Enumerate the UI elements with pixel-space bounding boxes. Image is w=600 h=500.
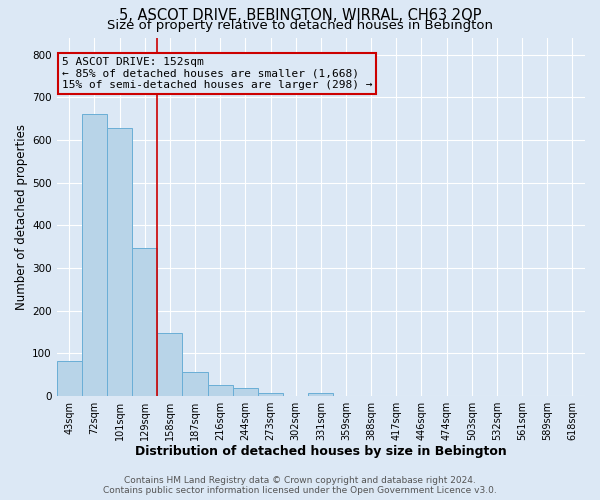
Bar [107, 128, 132, 396]
Text: Contains HM Land Registry data © Crown copyright and database right 2024.
Contai: Contains HM Land Registry data © Crown c… [103, 476, 497, 495]
Bar [308, 393, 334, 396]
Y-axis label: Number of detached properties: Number of detached properties [15, 124, 28, 310]
Text: 5, ASCOT DRIVE, BEBINGTON, WIRRAL, CH63 2QP: 5, ASCOT DRIVE, BEBINGTON, WIRRAL, CH63 … [119, 8, 481, 22]
X-axis label: Distribution of detached houses by size in Bebington: Distribution of detached houses by size … [135, 444, 507, 458]
Bar [82, 114, 107, 396]
Bar [182, 372, 208, 396]
Bar [233, 388, 258, 396]
Text: Size of property relative to detached houses in Bebington: Size of property relative to detached ho… [107, 18, 493, 32]
Bar [132, 248, 157, 396]
Text: 5 ASCOT DRIVE: 152sqm
← 85% of detached houses are smaller (1,668)
15% of semi-d: 5 ASCOT DRIVE: 152sqm ← 85% of detached … [62, 57, 373, 90]
Bar [56, 360, 82, 396]
Bar [208, 384, 233, 396]
Bar [258, 392, 283, 396]
Bar [157, 334, 182, 396]
